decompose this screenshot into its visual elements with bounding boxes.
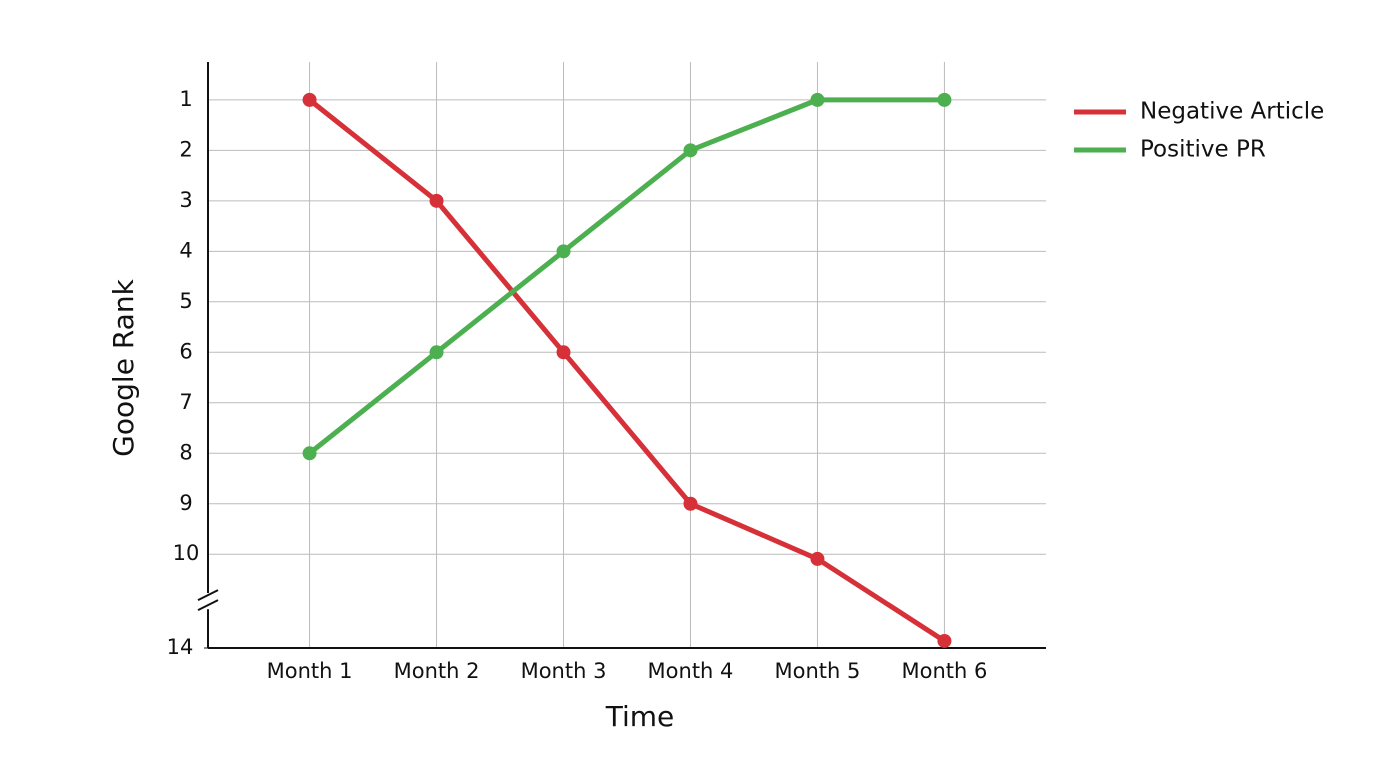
y-tick-label: 7 bbox=[179, 390, 192, 414]
series-line bbox=[308, 97, 946, 644]
data-point bbox=[683, 143, 698, 158]
data-point bbox=[810, 92, 825, 107]
data-point bbox=[810, 551, 825, 566]
y-axis-label: Google Rank bbox=[107, 278, 140, 456]
data-point bbox=[556, 345, 571, 360]
axis-break bbox=[197, 599, 219, 612]
series-line bbox=[308, 97, 945, 456]
x-tick-label: Month 6 bbox=[901, 659, 987, 683]
legend-label: Negative Article bbox=[1140, 99, 1324, 125]
y-tick-label: 2 bbox=[179, 137, 192, 161]
data-point bbox=[937, 92, 952, 107]
x-tick-label: Month 2 bbox=[394, 659, 480, 683]
y-tick-label: 10 bbox=[173, 541, 200, 565]
data-point bbox=[429, 345, 444, 360]
data-point bbox=[302, 446, 317, 461]
y-tick-label: 5 bbox=[179, 289, 192, 313]
axis-break bbox=[197, 589, 219, 602]
x-axis-label: Time bbox=[605, 700, 675, 733]
y-tick-label: 4 bbox=[179, 238, 192, 262]
y-tick-label: 3 bbox=[179, 188, 192, 212]
y-tick-label: 1 bbox=[179, 87, 192, 111]
data-point bbox=[937, 633, 952, 648]
y-tick-label: 9 bbox=[179, 491, 192, 515]
x-tick-label: Month 4 bbox=[648, 659, 734, 683]
data-point bbox=[302, 92, 317, 107]
x-tick-label: Month 5 bbox=[775, 659, 861, 683]
data-point bbox=[556, 244, 571, 259]
legend-label: Positive PR bbox=[1140, 137, 1266, 163]
y-tick-label: 14 bbox=[167, 635, 194, 659]
x-tick-label: Month 1 bbox=[267, 659, 353, 683]
y-tick-label: 6 bbox=[179, 339, 192, 363]
data-point bbox=[683, 496, 698, 511]
x-tick-label: Month 3 bbox=[521, 659, 607, 683]
data-point bbox=[429, 193, 444, 208]
y-tick-label: 8 bbox=[179, 440, 192, 464]
